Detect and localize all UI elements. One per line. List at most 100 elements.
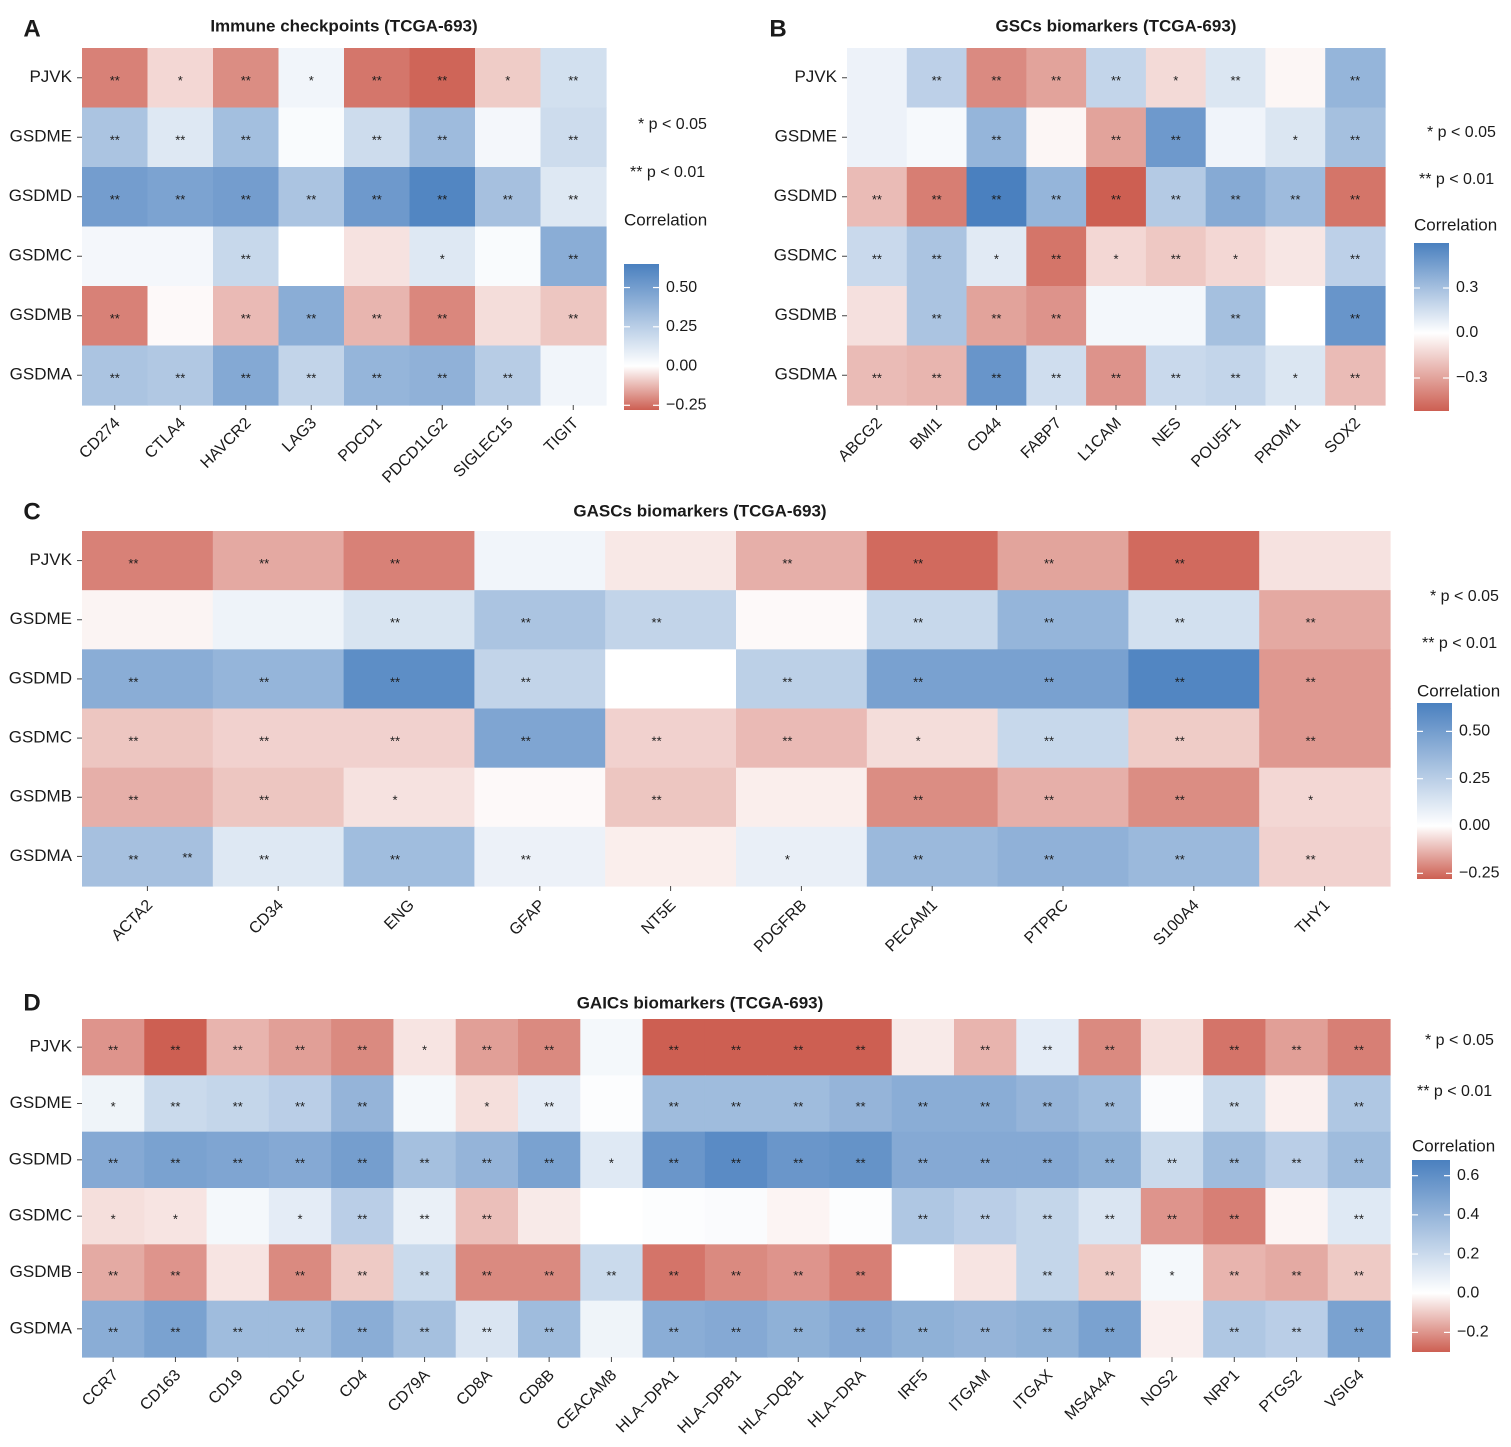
significance-mark: ** xyxy=(1350,73,1360,88)
heatmap-cell xyxy=(475,226,542,287)
significance-mark: ** xyxy=(128,556,138,571)
significance-mark: * xyxy=(1113,252,1118,267)
legend-tick-label: 0.25 xyxy=(1459,770,1490,787)
significance-mark: ** xyxy=(568,133,578,148)
heatmap-cell xyxy=(82,1244,145,1302)
heatmap-cell xyxy=(343,531,475,591)
column-label: NES xyxy=(1149,415,1184,450)
significance-mark: ** xyxy=(110,192,120,207)
heatmap-cell xyxy=(144,1300,208,1358)
significance-mark: ** xyxy=(1229,1155,1239,1170)
heatmap-cell xyxy=(906,107,968,168)
heatmap-cell xyxy=(580,1131,644,1189)
heatmap-cell xyxy=(540,345,607,406)
significance-mark: ** xyxy=(108,1268,118,1283)
significance-mark: * xyxy=(297,1212,302,1227)
heatmap-cell xyxy=(474,708,606,769)
row-label: GSDMC xyxy=(9,246,72,265)
significance-mark: ** xyxy=(437,311,447,326)
heatmap-cell xyxy=(1265,167,1326,228)
significance-mark: ** xyxy=(918,1212,928,1227)
significance-mark: ** xyxy=(233,1099,243,1114)
significance-mark: * xyxy=(994,252,999,267)
column-label: CTLA4 xyxy=(142,415,189,462)
significance-mark: ** xyxy=(1230,311,1240,326)
significance-mark: ** xyxy=(1105,1324,1115,1339)
heatmap-cell xyxy=(144,1244,208,1302)
heatmap-cell xyxy=(966,167,1027,228)
heatmap-cell xyxy=(213,107,280,168)
row-label: GSDMB xyxy=(10,305,72,324)
heatmap-cell xyxy=(474,826,606,887)
significance-mark: ** xyxy=(1042,1043,1052,1058)
significance-mark: ** xyxy=(872,252,882,267)
heatmap-cell xyxy=(331,1019,395,1076)
significance-mark: ** xyxy=(390,852,400,867)
significance-mark: ** xyxy=(856,1155,866,1170)
heatmap-cell xyxy=(866,590,999,650)
heatmap-cell xyxy=(1265,1188,1329,1245)
heatmap-cell xyxy=(1078,1019,1142,1076)
heatmap-cell xyxy=(605,826,737,887)
heatmap-cell xyxy=(704,1244,768,1302)
significance-mark: ** xyxy=(241,311,251,326)
significance-mark: ** xyxy=(108,1324,118,1339)
significance-mark: ** xyxy=(482,1324,492,1339)
heatmap-cell xyxy=(1145,226,1207,287)
significance-mark: ** xyxy=(918,1155,928,1170)
heatmap-cell xyxy=(1265,1131,1329,1189)
heatmap-cell xyxy=(642,1300,706,1358)
significance-mark: ** xyxy=(175,192,185,207)
heatmap-cell xyxy=(1265,1244,1329,1302)
heatmap-cell xyxy=(393,1300,457,1358)
significance-mark: ** xyxy=(568,73,578,88)
heatmap-cell xyxy=(847,48,908,109)
significance-mark: ** xyxy=(372,192,382,207)
row-label: GSDMC xyxy=(9,728,72,747)
heatmap-cell xyxy=(1128,649,1260,710)
legend-title: Correlation xyxy=(1412,1136,1495,1155)
significance-mark: ** xyxy=(259,674,269,689)
significance-mark: ** xyxy=(1290,192,1300,207)
heatmap-cell xyxy=(580,1075,644,1133)
significance-mark: ** xyxy=(128,734,138,749)
heatmap-cell xyxy=(343,590,475,650)
heatmap-cell xyxy=(891,1131,955,1189)
heatmap-cell xyxy=(1265,286,1326,347)
heatmap-cell xyxy=(580,1019,644,1076)
heatmap-cell xyxy=(343,649,475,710)
heatmap-cell xyxy=(847,107,908,168)
heatmap-cell xyxy=(1086,167,1147,228)
significance-mark: ** xyxy=(980,1212,990,1227)
heatmap-cell xyxy=(147,48,214,109)
heatmap-cell xyxy=(829,1019,893,1076)
heatmap-cell xyxy=(1086,48,1147,109)
significance-mark: ** xyxy=(1167,1155,1177,1170)
legend-tick-label: 0.00 xyxy=(666,357,697,374)
heatmap-cell xyxy=(455,1131,519,1189)
significance-mark: ** xyxy=(1105,1212,1115,1227)
heatmap-cell xyxy=(1145,107,1207,168)
heatmap-cell xyxy=(1078,1131,1142,1189)
significance-mark: ** xyxy=(568,311,578,326)
heatmap-cell xyxy=(206,1300,270,1358)
heatmap-cell xyxy=(1327,1244,1391,1302)
heatmap-cell xyxy=(966,48,1027,109)
heatmap-cell xyxy=(206,1188,270,1245)
column-label: HAVCR2 xyxy=(198,415,255,472)
significance-mark: ** xyxy=(793,1324,803,1339)
heatmap-cell xyxy=(455,1244,519,1302)
heatmap-cell xyxy=(1128,767,1260,828)
significance-mark: ** xyxy=(1044,852,1054,867)
heatmap-cell xyxy=(268,1019,332,1076)
heatmap-cell xyxy=(518,1019,581,1076)
significance-mark: ** xyxy=(1042,1268,1052,1283)
heatmap-cell xyxy=(344,48,411,109)
column-label: ACTA2 xyxy=(109,897,157,945)
significance-mark: ** xyxy=(1175,734,1185,749)
significance-mark: ** xyxy=(872,192,882,207)
row-label: PJVK xyxy=(29,550,72,569)
heatmap-cell xyxy=(1026,167,1087,228)
legend-tick-label: 0.50 xyxy=(1459,723,1490,740)
heatmap-cell xyxy=(891,1244,955,1302)
